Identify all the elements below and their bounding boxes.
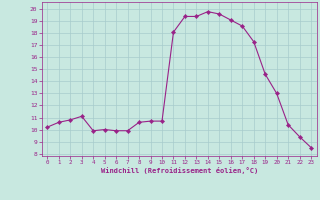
X-axis label: Windchill (Refroidissement éolien,°C): Windchill (Refroidissement éolien,°C) xyxy=(100,167,258,174)
